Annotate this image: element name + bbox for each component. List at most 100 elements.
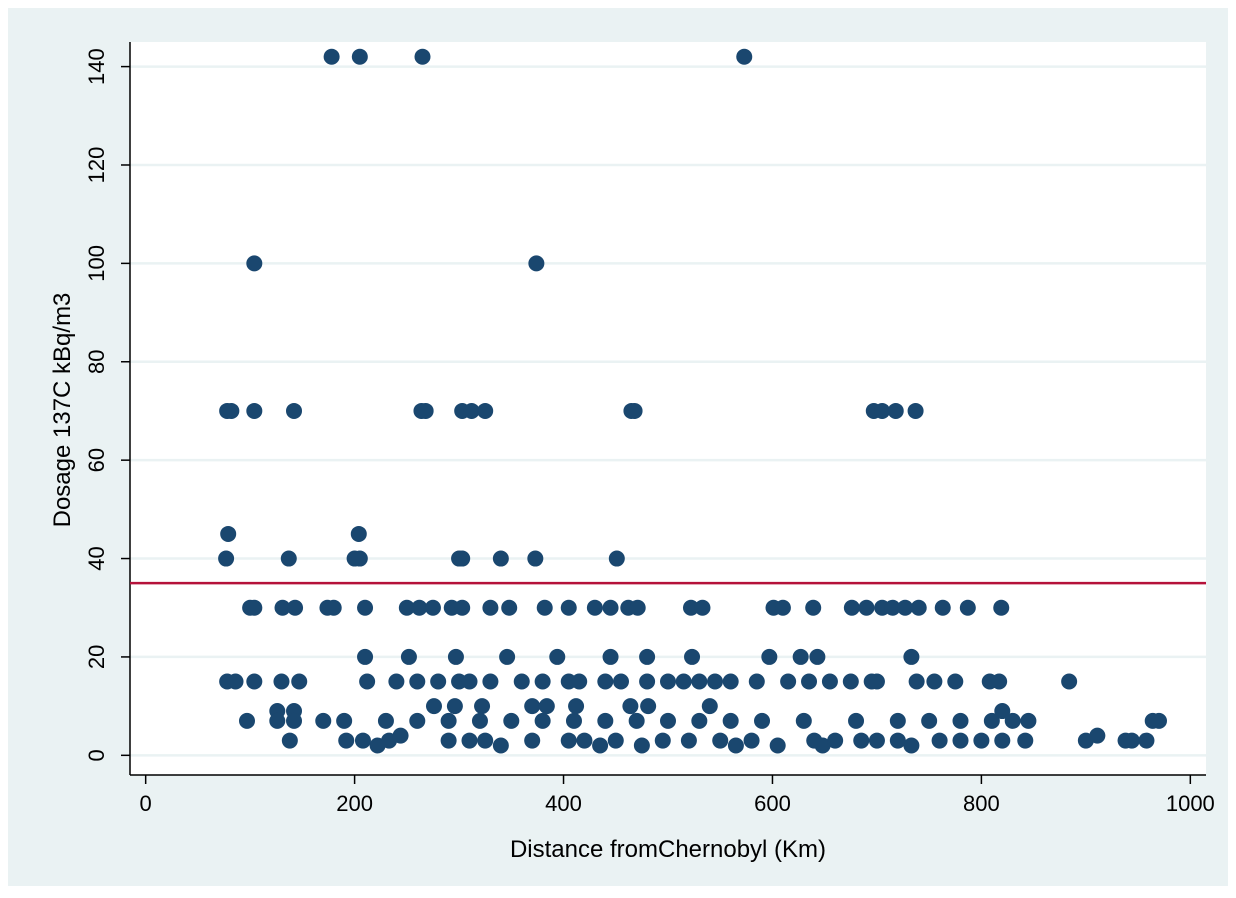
data-point (446, 698, 463, 715)
data-point (931, 732, 948, 749)
data-point (994, 732, 1011, 749)
data-point (868, 732, 885, 749)
y-tick-label: 100 (84, 245, 109, 282)
x-tick-label: 800 (963, 791, 1000, 816)
data-point (612, 673, 629, 690)
data-point (336, 712, 353, 729)
data-point (602, 599, 619, 616)
data-point (608, 550, 625, 567)
data-point (246, 255, 263, 272)
data-point (597, 712, 614, 729)
data-point (527, 550, 544, 567)
data-point (325, 599, 342, 616)
data-point (660, 673, 676, 690)
y-tick-label: 20 (84, 645, 109, 669)
data-point (602, 648, 619, 665)
data-point (350, 525, 367, 542)
data-point (761, 648, 778, 665)
data-point (227, 673, 244, 690)
data-point (858, 599, 875, 616)
data-point (315, 712, 332, 729)
data-point (218, 550, 235, 567)
data-point (357, 599, 374, 616)
data-point (571, 673, 588, 690)
data-point (973, 732, 990, 749)
data-point (722, 673, 739, 690)
data-point (897, 599, 914, 616)
data-point (1138, 732, 1155, 749)
y-tick-label: 0 (84, 749, 109, 761)
data-point (626, 402, 643, 419)
data-point (398, 599, 415, 616)
data-point (287, 599, 304, 616)
data-point (246, 673, 263, 690)
data-point (447, 648, 464, 665)
data-point (281, 732, 298, 749)
data-point (947, 673, 964, 690)
data-point (291, 673, 308, 690)
y-tick-label: 120 (84, 147, 109, 184)
data-point (357, 648, 374, 665)
x-axis-title: Distance fromChernobyl (Km) (510, 836, 826, 863)
data-point (351, 550, 368, 567)
data-point (409, 673, 426, 690)
data-point (712, 732, 729, 749)
data-point (492, 550, 509, 567)
data-point (560, 732, 577, 749)
data-point (926, 673, 943, 690)
data-point (628, 712, 645, 729)
data-point (991, 673, 1008, 690)
data-point (425, 698, 442, 715)
y-tick-label: 80 (84, 350, 109, 374)
data-point (827, 732, 844, 749)
data-point (351, 48, 368, 65)
data-point (400, 648, 417, 665)
data-point (1004, 712, 1021, 729)
data-point (884, 599, 901, 616)
data-point (722, 712, 739, 729)
data-point (1089, 727, 1106, 744)
y-tick-label: 140 (84, 48, 109, 85)
data-point (994, 703, 1011, 720)
data-point (780, 673, 797, 690)
data-point (461, 673, 478, 690)
data-point (538, 698, 555, 715)
data-point (499, 648, 516, 665)
x-axis-ticks: 0 200 400 600 800 1000 (140, 775, 1215, 816)
data-point (889, 732, 906, 749)
data-point (952, 712, 969, 729)
data-point (411, 599, 428, 616)
data-point (736, 48, 753, 65)
data-point (952, 732, 969, 749)
data-point (474, 698, 491, 715)
data-point (1150, 712, 1167, 729)
data-point (273, 673, 290, 690)
data-point (908, 673, 925, 690)
data-point (280, 550, 297, 567)
data-point (640, 698, 657, 715)
data-points (218, 48, 1167, 754)
data-point (501, 599, 518, 616)
data-point (597, 673, 614, 690)
data-point (727, 737, 744, 754)
data-point (323, 48, 340, 65)
data-point (809, 648, 826, 665)
data-point (654, 732, 671, 749)
data-point (993, 599, 1010, 616)
data-point (477, 402, 494, 419)
data-point (842, 673, 859, 690)
data-point (675, 673, 692, 690)
data-point (388, 673, 405, 690)
data-point (748, 673, 765, 690)
data-point (409, 712, 426, 729)
data-point (549, 648, 566, 665)
data-point (691, 673, 708, 690)
data-point (910, 599, 927, 616)
data-point (959, 599, 976, 616)
data-point (903, 648, 920, 665)
data-point (471, 712, 488, 729)
data-point (660, 712, 676, 729)
data-point (482, 599, 499, 616)
data-point (528, 255, 545, 272)
data-point (430, 673, 447, 690)
